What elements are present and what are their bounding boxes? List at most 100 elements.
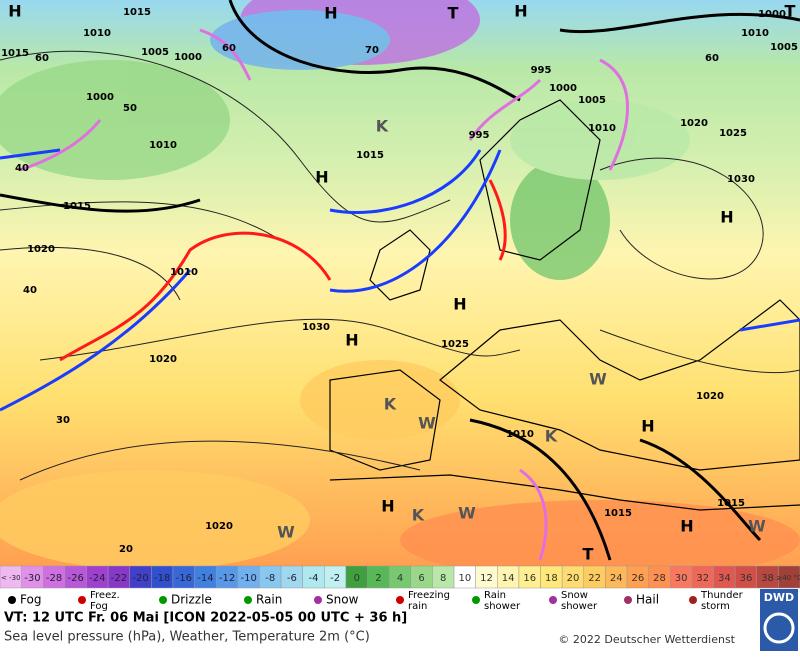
colorbar: < -30 -30 -28 -26 -24 -22 -20 -18 -16 -14 -12 -10 -8… bbox=[0, 565, 800, 589]
colorbar-label: -24 bbox=[89, 573, 105, 584]
isobar-label: 1020 bbox=[149, 354, 177, 365]
isobar-label: 1010 bbox=[149, 140, 177, 151]
colorbar-label: -16 bbox=[176, 573, 192, 584]
pressure-center: H bbox=[324, 4, 337, 23]
colorbar-label: -22 bbox=[111, 573, 127, 584]
isobar-label: 995 bbox=[469, 130, 490, 141]
symbol-label: Freez. Fog bbox=[90, 590, 120, 612]
symbol-icon bbox=[78, 596, 86, 604]
colorbar-label: 10 bbox=[458, 573, 471, 584]
colorbar-label: 26 bbox=[631, 573, 644, 584]
troughs bbox=[0, 0, 800, 561]
isobar-label: 1000 bbox=[758, 9, 786, 20]
symbol-label: Rain bbox=[256, 593, 282, 607]
colorbar-label: -18 bbox=[154, 573, 170, 584]
logo-icon bbox=[763, 612, 795, 644]
colorbar-label: 4 bbox=[397, 573, 403, 584]
symbol-icon bbox=[472, 596, 480, 604]
pressure-center: K bbox=[412, 506, 425, 525]
colorbar-label: -26 bbox=[68, 573, 84, 584]
pressure-center: H bbox=[680, 517, 693, 536]
isobar-label: 1000 bbox=[174, 52, 202, 63]
isobar-label: 60 bbox=[705, 53, 719, 64]
symbol-icon bbox=[549, 596, 557, 604]
colorbar-label: -30 bbox=[24, 573, 40, 584]
isobar-label: 1015 bbox=[604, 508, 632, 519]
valid-time: VT: 12 UTC Fr. 06 Mai [ICON 2022-05-05 0… bbox=[4, 611, 407, 626]
symbol-label: Hail bbox=[636, 593, 659, 607]
colorbar-label: 22 bbox=[588, 573, 601, 584]
isobar-label: 1015 bbox=[63, 201, 91, 212]
logo: DWD bbox=[764, 591, 794, 604]
colorbar-label: 16 bbox=[523, 573, 536, 584]
isobar-label: 1005 bbox=[770, 42, 798, 53]
colorbar-label: 38 bbox=[761, 573, 774, 584]
colorbar-label: -2 bbox=[330, 573, 340, 584]
pressure-center: T bbox=[583, 545, 594, 564]
pressure-center: T bbox=[448, 4, 459, 23]
pressure-center: H bbox=[381, 497, 394, 516]
isobar-label: 30 bbox=[56, 415, 70, 426]
pressure-center: K bbox=[384, 395, 397, 414]
isobar-label: 1010 bbox=[741, 28, 769, 39]
map-shading bbox=[0, 0, 800, 580]
pressure-center: H bbox=[8, 2, 21, 21]
pressure-center: H bbox=[345, 331, 358, 350]
colorbar-label: 36 bbox=[740, 573, 753, 584]
symbol-icon bbox=[689, 596, 697, 604]
symbol-icon bbox=[159, 596, 167, 604]
colorbar-label: ≥40 °C bbox=[776, 574, 800, 582]
colorbar-label: 14 bbox=[502, 573, 515, 584]
isobar-label: 1000 bbox=[86, 92, 114, 103]
isobar-label: 1010 bbox=[170, 267, 198, 278]
isobar-label: 1015 bbox=[123, 7, 151, 18]
colorbar-label: -4 bbox=[309, 573, 319, 584]
isobar-label: 40 bbox=[23, 285, 37, 296]
isobar-label: 1015 bbox=[717, 498, 745, 509]
cold-fronts bbox=[0, 148, 800, 412]
isobar-label: 1015 bbox=[356, 150, 384, 161]
isobar-label: 1030 bbox=[727, 174, 755, 185]
colorbar-label: 6 bbox=[418, 573, 424, 584]
symbol-icon bbox=[8, 596, 16, 604]
isobar-label: 1010 bbox=[588, 123, 616, 134]
colorbar-label: 30 bbox=[675, 573, 688, 584]
colorbar-label: 2 bbox=[375, 573, 381, 584]
isobars bbox=[0, 50, 800, 481]
symbol-legend: Fog Freez. Fog Drizzle Rain Snow Freezing rain R… bbox=[8, 590, 744, 612]
colorbar-label: 24 bbox=[610, 573, 623, 584]
copyright: © 2022 Deutscher Wetterdienst bbox=[558, 633, 735, 646]
isobar-label: 1005 bbox=[141, 47, 169, 58]
isobar-label: 1015 bbox=[1, 48, 29, 59]
pressure-center: H bbox=[315, 168, 328, 187]
colorbar-label: -12 bbox=[219, 573, 235, 584]
colorbar-label: 32 bbox=[696, 573, 709, 584]
symbol-label: Snow shower bbox=[561, 590, 598, 612]
isobar-label: 1010 bbox=[83, 28, 111, 39]
isobar-label: 995 bbox=[531, 65, 552, 76]
isobar-label: 1025 bbox=[719, 128, 747, 139]
colorbar-label: -20 bbox=[132, 573, 148, 584]
pressure-center: W bbox=[748, 517, 766, 536]
symbol-label: Snow bbox=[326, 593, 359, 607]
colorbar-label: 18 bbox=[545, 573, 558, 584]
pressure-center: W bbox=[277, 523, 295, 542]
colorbar-label: 34 bbox=[718, 573, 731, 584]
colorbar-label: 12 bbox=[480, 573, 493, 584]
symbol-label: Thunder storm bbox=[700, 590, 744, 612]
symbol-icon bbox=[314, 596, 322, 604]
colorbar-label: -28 bbox=[46, 573, 62, 584]
isobar-label: 1010 bbox=[506, 429, 534, 440]
colorbar-label: < -30 bbox=[1, 574, 21, 582]
isobar-label: 50 bbox=[123, 103, 137, 114]
occlusions bbox=[19, 28, 629, 561]
subtitle: Sea level pressure (hPa), Weather, Tempe… bbox=[4, 630, 370, 645]
pressure-center: K bbox=[376, 117, 389, 136]
symbol-label: Rain shower bbox=[484, 590, 521, 612]
isobar-label: 70 bbox=[365, 45, 379, 56]
colorbar-label: -8 bbox=[265, 573, 275, 584]
pressure-center: W bbox=[589, 370, 607, 389]
